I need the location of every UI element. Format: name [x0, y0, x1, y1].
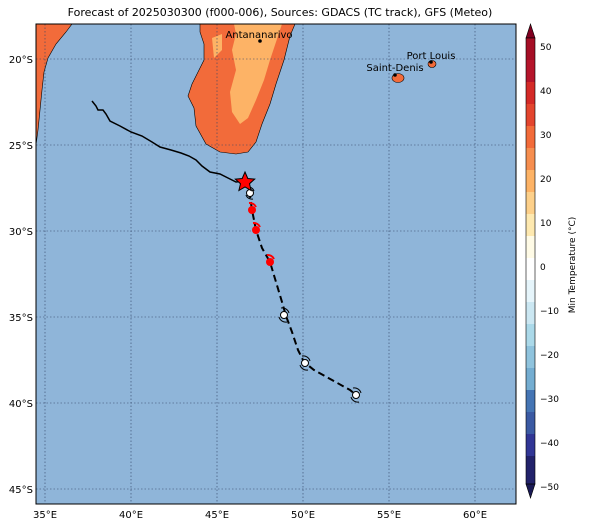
colorbar-tick: −50: [540, 483, 559, 493]
colorbar-top-arrow: [525, 23, 536, 39]
colorbar-tick: 10: [540, 219, 552, 229]
map-frame: [35, 23, 517, 505]
port-louis-dot: [429, 60, 433, 64]
place-port-louis: Port Louis: [407, 51, 456, 62]
colorbar-tick: 20: [540, 175, 552, 185]
lon-label: 35°E: [33, 510, 57, 521]
lat-label: 25°S: [9, 141, 33, 152]
madagascar-land: [187, 24, 296, 155]
lat-label: 20°S: [9, 55, 33, 66]
colorbar-tick: 30: [540, 131, 552, 141]
graticule: [36, 24, 516, 504]
place-antananarivo: Antananarivo: [225, 30, 292, 41]
colorbar-label: Min Temperature (°C): [568, 217, 578, 314]
antananarivo-dot: [258, 39, 262, 43]
colorbar-bottom-arrow: [525, 483, 536, 499]
forecast-track: [244, 180, 357, 396]
lon-label: 45°E: [205, 510, 229, 521]
current-position-star: [234, 170, 256, 192]
colorbar-tick: 0: [540, 263, 546, 273]
lon-labels: 35°E 40°E 45°E 50°E 55°E 60°E: [33, 510, 487, 521]
lat-label: 40°S: [9, 399, 33, 410]
ocean: [36, 24, 516, 504]
place-saint-denis: Saint-Denis: [366, 63, 423, 74]
lon-label: 55°E: [377, 510, 401, 521]
saint-denis-dot: [393, 73, 397, 77]
lat-label: 30°S: [9, 227, 33, 238]
colorbar-tick: −40: [540, 439, 559, 449]
lat-label: 45°S: [9, 485, 33, 496]
colorbar-ticks: 50 40 30 20 10 0 −10 −20 −30 −40 −50: [540, 43, 559, 493]
hurricane-icon: [245, 186, 362, 403]
colorbar-tick: −20: [540, 351, 559, 361]
colorbar-tick: −30: [540, 395, 559, 405]
colorbar-tick: 50: [540, 43, 552, 53]
colorbar-tick: 40: [540, 87, 552, 97]
colorbar: 50 40 30 20 10 0 −10 −20 −30 −40 −50 Min…: [525, 23, 578, 499]
lat-labels: 20°S 25°S 30°S 35°S 40°S 45°S: [9, 55, 33, 496]
lat-label: 35°S: [9, 313, 33, 324]
colorbar-tick: −10: [540, 307, 559, 317]
lon-label: 60°E: [463, 510, 487, 521]
map-title: Forecast of 2025030300 (f000-006), Sourc…: [67, 6, 493, 19]
lon-label: 40°E: [119, 510, 143, 521]
lon-label: 50°E: [291, 510, 315, 521]
past-track: [91, 100, 246, 183]
map-area[interactable]: Antananarivo Port Louis Saint-Denis: [36, 24, 516, 504]
africa-land: [36, 24, 73, 146]
